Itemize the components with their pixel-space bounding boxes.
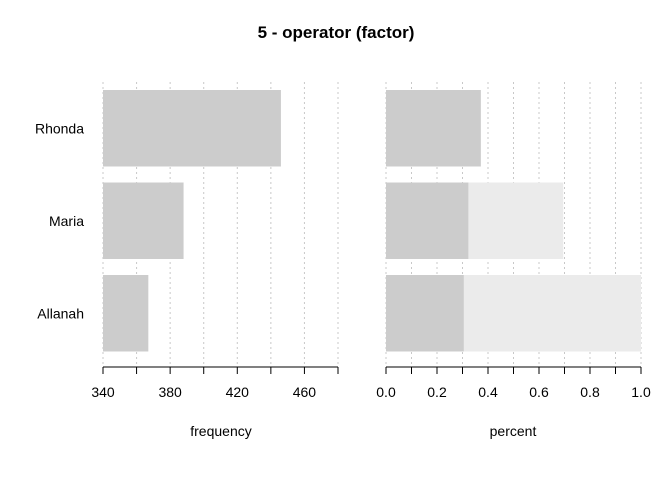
x-tick-label: 1.0: [631, 384, 651, 400]
category-label-rhonda: Rhonda: [35, 120, 84, 136]
x-tick-label: 340: [91, 384, 115, 400]
bar-rhonda: [103, 90, 281, 167]
x-tick-label: 0.0: [376, 384, 396, 400]
percent-panel: 0.0 0.2 0.4 0.6 0.8 1.0: [376, 82, 651, 400]
percent-bar-maria: [386, 182, 469, 259]
chart-title: 5 - operator (factor): [258, 23, 415, 42]
x-tick-label: 0.8: [580, 384, 600, 400]
category-label-maria: Maria: [49, 213, 84, 229]
x-axis-label-percent: percent: [490, 423, 537, 439]
bar-allanah: [103, 275, 149, 352]
percent-bar-rhonda: [386, 90, 481, 167]
x-axis-label-frequency: frequency: [190, 423, 251, 439]
bar-maria: [103, 182, 184, 259]
category-label-allanah: Allanah: [37, 305, 84, 321]
x-tick-label: 0.2: [427, 384, 447, 400]
percent-bar-allanah: [386, 275, 464, 352]
x-tick-label: 460: [293, 384, 317, 400]
x-tick-label: 0.6: [529, 384, 549, 400]
x-tick-label: 420: [226, 384, 250, 400]
x-tick-label: 0.4: [478, 384, 498, 400]
frequency-panel: Rhonda Maria Allanah 340 380 420 460: [35, 82, 339, 400]
x-tick-label: 380: [158, 384, 182, 400]
